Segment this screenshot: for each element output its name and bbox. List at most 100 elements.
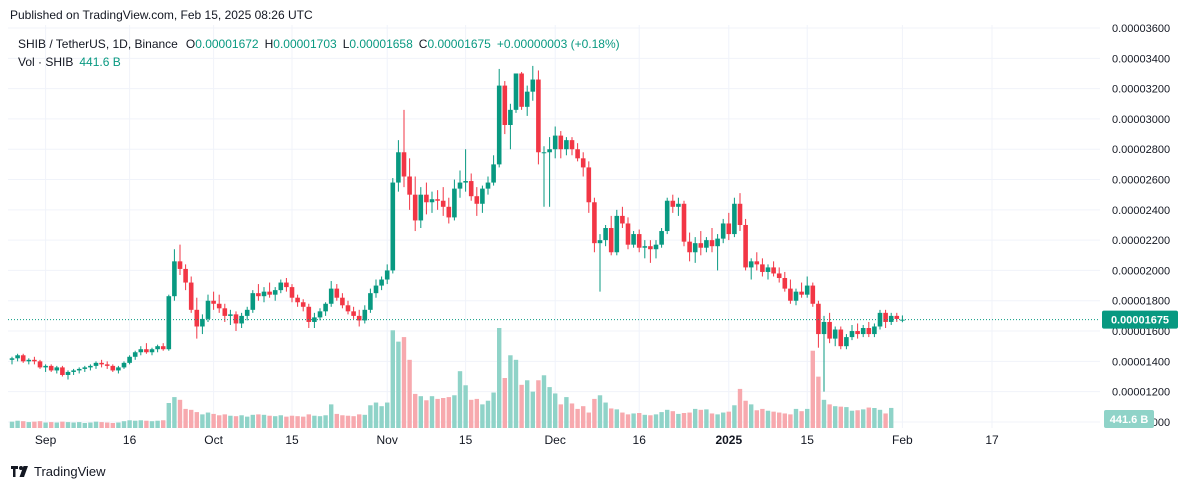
candle-body (793, 291, 799, 301)
candle-body (323, 303, 328, 312)
candle-body (60, 367, 65, 375)
volume-bar (457, 371, 463, 428)
y-tick-label: 0.00002200 (1112, 235, 1170, 247)
candle-body (799, 291, 804, 295)
volume-bar (77, 422, 82, 428)
volume-bar (273, 416, 278, 428)
candle-body (250, 293, 256, 310)
candle-body (877, 312, 883, 327)
volume-bars (9, 328, 894, 428)
volume-bar (665, 409, 670, 428)
volume-bar (609, 408, 614, 428)
tradingview-brand[interactable]: TradingView (10, 464, 106, 479)
candle-body (429, 199, 435, 203)
candle-body (384, 270, 390, 280)
x-tick-label: 15 (801, 433, 815, 447)
volume-bar (189, 409, 194, 428)
volume-bar (93, 421, 99, 428)
candle-body (26, 359, 32, 362)
volume-bar (821, 399, 827, 428)
x-tick-label: 16 (633, 433, 647, 447)
symbol-label[interactable]: SHIB / TetherUS, 1D, Binance (18, 37, 178, 51)
volume-bar (149, 421, 155, 428)
volume-label: Vol · SHIB (18, 55, 74, 69)
volume-bar (301, 416, 306, 428)
volume-bar (693, 408, 698, 428)
candle-body (99, 362, 104, 365)
volume-bar (676, 413, 681, 428)
volume-bar (54, 422, 59, 428)
candle-body (138, 349, 144, 353)
volume-bar (116, 422, 121, 428)
volume-bar (502, 378, 507, 428)
volume-bar (491, 392, 496, 428)
volume-bar (245, 416, 250, 428)
candle-body (211, 300, 216, 304)
volume-bar (228, 415, 233, 428)
volume-bar (536, 380, 541, 428)
candle-body (496, 85, 502, 165)
volume-bar (43, 422, 48, 428)
volume-bar (681, 413, 687, 428)
candle-body (849, 331, 855, 338)
chart-legend: SHIB / TetherUS, 1D, Binance O 0.0000167… (18, 35, 620, 71)
volume-bar (480, 404, 485, 428)
candle-body (194, 309, 200, 327)
volume-bar (687, 412, 692, 428)
x-tick-label: Oct (204, 433, 223, 447)
x-tick-label: 15 (285, 433, 299, 447)
candle-body (614, 215, 620, 253)
volume-bar (396, 341, 401, 428)
candle-body (704, 240, 709, 248)
candle-body (681, 203, 687, 242)
volume-bar (329, 404, 334, 428)
volume-bar (788, 414, 793, 428)
x-tick-label: 2025 (715, 433, 742, 447)
candle-body (586, 167, 592, 203)
candle-body (625, 223, 631, 245)
volume-bar (99, 422, 104, 428)
candle-body (530, 79, 536, 92)
volume-bar (65, 422, 71, 428)
candle-body (457, 182, 463, 189)
candle-body (760, 264, 765, 272)
candle-body (519, 73, 524, 107)
volume-bar (581, 406, 586, 428)
candle-body (172, 261, 177, 297)
volume-bar (670, 411, 675, 428)
candle-body (88, 365, 93, 368)
candle-body (603, 228, 608, 241)
volume-bar (368, 405, 373, 428)
candle-body (816, 303, 821, 335)
volume-bar (200, 414, 205, 428)
candle-body (855, 331, 860, 335)
volume-bar (357, 414, 362, 428)
volume-bar (26, 422, 31, 428)
x-tick-label: Sep (35, 433, 57, 447)
candle-body (468, 181, 474, 197)
candle-body (804, 285, 810, 295)
candle-body (228, 314, 233, 316)
candle-body (65, 371, 71, 375)
volume-bar (553, 393, 558, 428)
x-tick-label: 15 (459, 433, 473, 447)
candle-body (155, 346, 160, 350)
volume-bar (21, 421, 26, 428)
volume-bar (88, 422, 93, 428)
candle-body (676, 203, 681, 207)
volume-bar (620, 412, 625, 428)
change-value: +0.00000003 (+0.18%) (496, 37, 620, 51)
volume-bar (564, 397, 569, 428)
candle-body (166, 296, 172, 350)
last-volume-label: 441.6 B (1110, 414, 1149, 426)
volume-bar (161, 420, 166, 428)
candle-body (295, 297, 300, 303)
volume-bar (721, 412, 726, 428)
volume-bar (833, 406, 838, 428)
candle-body (670, 200, 676, 207)
volume-bar (525, 380, 530, 428)
volume-bar (597, 395, 603, 428)
candle-body (362, 309, 368, 321)
volume-bar (278, 415, 283, 428)
